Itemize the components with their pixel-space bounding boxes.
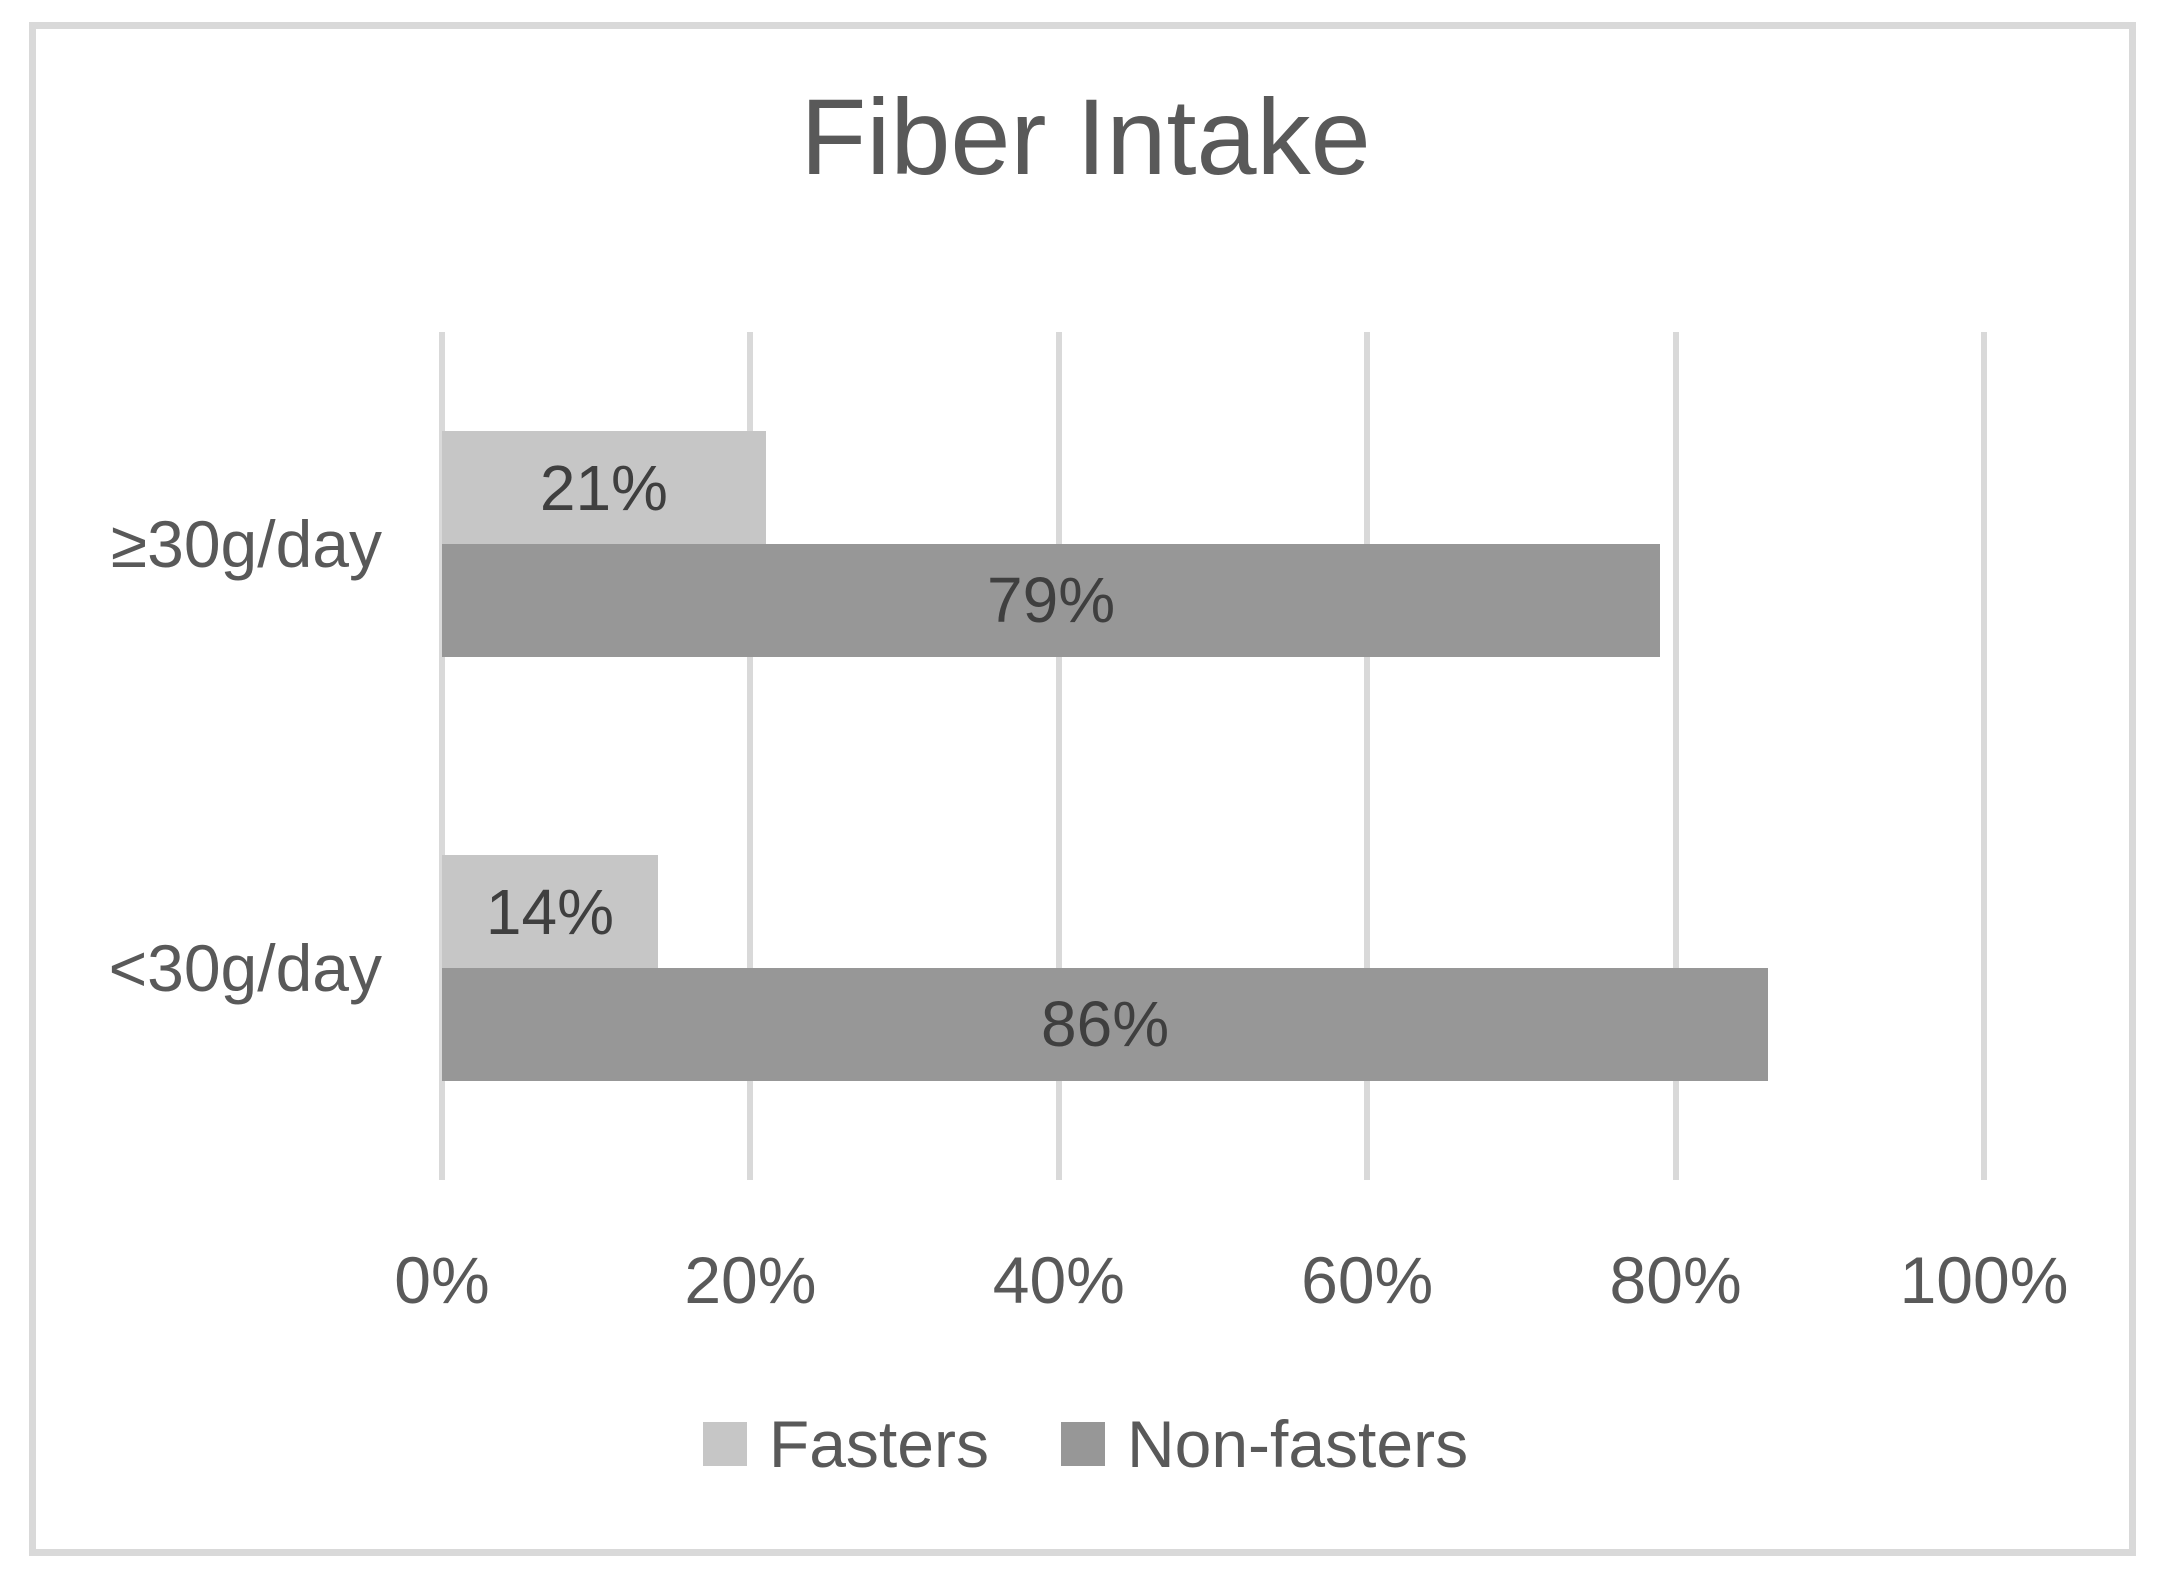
legend-item-non-fasters: Non-fasters (1060, 1406, 1469, 1482)
legend-label: Non-fasters (1126, 1407, 1469, 1481)
gridline-80% (1672, 332, 1679, 1180)
gridline-100% (1981, 332, 1987, 1180)
x-tick-label-20%: 20% (684, 1243, 817, 1317)
plot-area: 21% 79% 14% 86% (439, 332, 1987, 1180)
legend-marker-icon (1060, 1422, 1105, 1466)
category-label-1: <30g/day (108, 931, 382, 1005)
bar-fasters-cat0: 21% (442, 431, 766, 544)
legend-item-fasters: Fasters (702, 1406, 989, 1482)
legend-label: Fasters (768, 1407, 989, 1481)
x-tick-label-60%: 60% (1301, 1243, 1434, 1317)
category-label-0: ≥30g/day (110, 507, 382, 581)
gridline-20% (747, 332, 754, 1180)
x-tick-label-0%: 0% (394, 1243, 490, 1317)
bar-non-fasters-cat0: 79% (442, 544, 1661, 657)
data-label: 86% (1041, 988, 1170, 1061)
chart-outer-frame (29, 22, 2136, 1556)
x-tick-label-80%: 80% (1609, 1243, 1742, 1317)
bar-non-fasters-cat1: 86% (442, 968, 1769, 1081)
bar-fasters-cat1: 14% (442, 855, 658, 968)
data-label: 21% (539, 451, 668, 524)
data-label: 14% (485, 875, 614, 948)
legend-marker-icon (702, 1422, 747, 1466)
legend: Fasters Non-fasters (0, 1406, 2171, 1482)
x-tick-label-100%: 100% (1899, 1243, 2069, 1317)
gridline-60% (1364, 332, 1371, 1180)
data-label: 79% (987, 564, 1116, 637)
gridline-40% (1055, 332, 1062, 1180)
gridline-0% (439, 332, 445, 1180)
chart-title: Fiber Intake (800, 76, 1371, 197)
x-tick-label-40%: 40% (992, 1243, 1125, 1317)
